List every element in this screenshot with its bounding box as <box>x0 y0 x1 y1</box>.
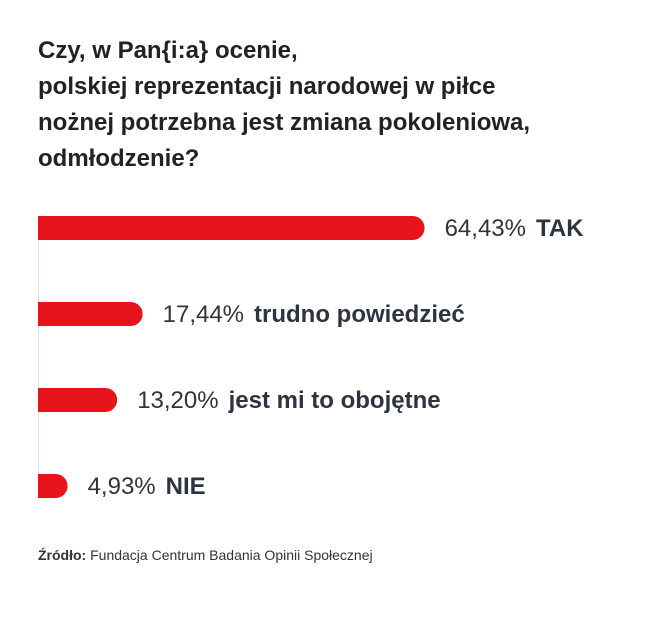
chart-title-line-1: Czy, w Pan{i:a} ocenie, <box>38 37 298 64</box>
bar-label-2: 13,20% jest mi to obojętne <box>137 387 440 414</box>
bar-label-1: 17,44% trudno powiedzieć <box>163 301 465 328</box>
source-text: Fundacja Centrum Badania Opinii Społeczn… <box>90 547 373 563</box>
chart-title: Czy, w Pan{i:a} ocenie, polskiej repreze… <box>38 33 638 177</box>
bar-value-label-0: 64,43% <box>445 215 526 242</box>
source-note: Źródło: Fundacja Centrum Badania Opinii … <box>38 546 373 564</box>
bar-value-label-2: 13,20% <box>137 387 218 414</box>
bar-value-label-3: 4,93% <box>88 473 156 500</box>
bar-category-label-1: trudno powiedzieć <box>254 301 465 328</box>
bar-value-label-1: 17,44% <box>163 301 244 328</box>
bar-3 <box>38 474 68 498</box>
bar-category-label-0: TAK <box>536 215 584 242</box>
bar-category-label-2: jest mi to obojętne <box>228 387 441 414</box>
bar-2 <box>38 388 118 412</box>
bar-1 <box>38 302 143 326</box>
chart-title-line-2: polskiej reprezentacji narodowej w piłce <box>38 73 496 100</box>
bar-category-label-3: NIE <box>166 473 206 500</box>
chart-title-line-4: odmłodzenie? <box>38 145 200 172</box>
source-label: Źródło: <box>38 547 87 563</box>
bar-0 <box>38 216 425 240</box>
chart-title-line-3: nożnej potrzebna jest zmiana pokoleniowa… <box>38 109 531 136</box>
bar-label-3: 4,93% NIE <box>88 473 206 500</box>
bar-label-0: 64,43% TAK <box>445 215 585 242</box>
